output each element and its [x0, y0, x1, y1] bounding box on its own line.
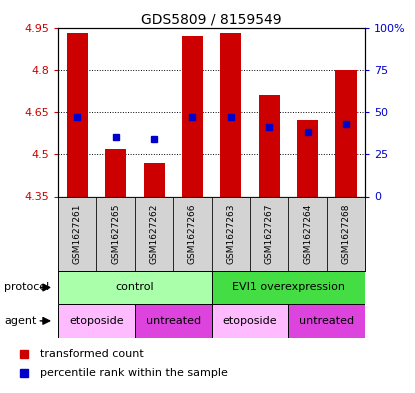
Bar	[335, 70, 356, 196]
Text: transformed count: transformed count	[39, 349, 143, 359]
Text: untreated: untreated	[299, 316, 354, 326]
Bar	[250, 196, 288, 271]
Text: GSM1627266: GSM1627266	[188, 204, 197, 264]
Text: protocol: protocol	[4, 283, 49, 292]
Bar	[58, 196, 96, 271]
Bar	[58, 271, 212, 304]
Bar	[144, 163, 165, 196]
Text: GSM1627268: GSM1627268	[342, 204, 351, 264]
Bar	[105, 149, 126, 196]
Text: GSM1627267: GSM1627267	[265, 204, 274, 264]
Text: etoposide: etoposide	[69, 316, 124, 326]
Text: etoposide: etoposide	[223, 316, 277, 326]
Bar	[288, 304, 365, 338]
Bar	[96, 196, 135, 271]
Text: EVI1 overexpression: EVI1 overexpression	[232, 283, 345, 292]
Text: GSM1627264: GSM1627264	[303, 204, 312, 264]
Text: control: control	[115, 283, 154, 292]
Bar	[173, 196, 212, 271]
Bar	[288, 196, 327, 271]
Bar	[67, 33, 88, 196]
Text: GSM1627262: GSM1627262	[149, 204, 159, 264]
Text: agent: agent	[4, 316, 37, 326]
Bar	[212, 196, 250, 271]
Text: GSM1627265: GSM1627265	[111, 204, 120, 264]
Bar	[135, 304, 212, 338]
Bar	[297, 120, 318, 196]
Bar	[259, 95, 280, 196]
Bar	[212, 271, 365, 304]
Text: GSM1627263: GSM1627263	[226, 204, 235, 264]
Title: GDS5809 / 8159549: GDS5809 / 8159549	[142, 12, 282, 26]
Text: GSM1627261: GSM1627261	[73, 204, 82, 264]
Bar	[135, 196, 173, 271]
Bar	[327, 196, 365, 271]
Bar	[212, 304, 288, 338]
Bar	[58, 304, 135, 338]
Text: percentile rank within the sample: percentile rank within the sample	[39, 368, 227, 378]
Bar	[220, 33, 242, 196]
Text: untreated: untreated	[146, 316, 201, 326]
Bar	[182, 36, 203, 197]
